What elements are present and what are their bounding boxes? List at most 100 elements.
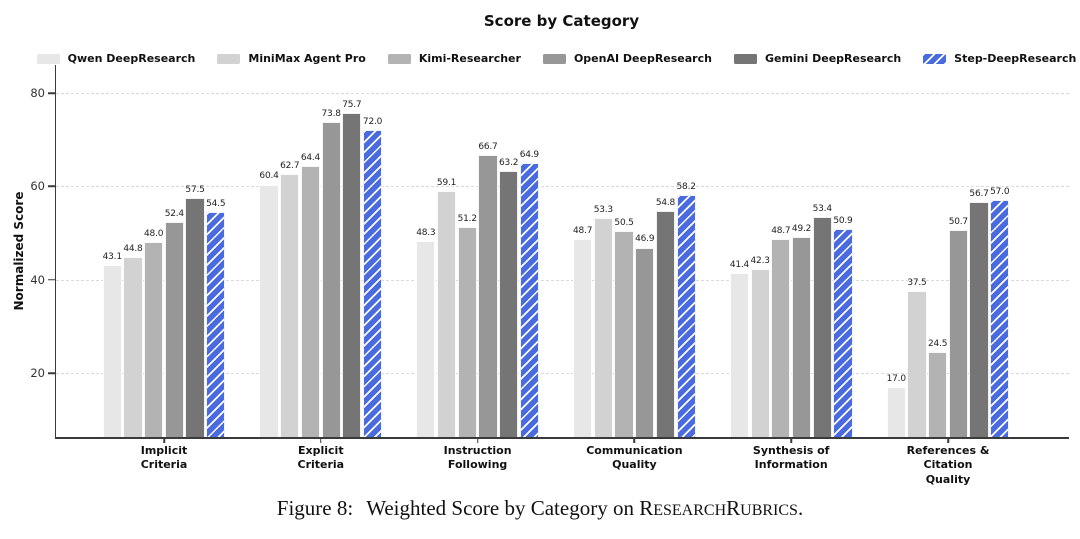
category-label-line: Explicit — [298, 444, 344, 457]
legend-item: OpenAI DeepResearch — [542, 52, 712, 65]
bar — [102, 265, 122, 437]
bar-value-label: 58.2 — [676, 181, 696, 192]
chart-title: Score by Category — [483, 12, 640, 30]
category-label: References & Citation Quality — [907, 444, 990, 487]
bar — [164, 221, 184, 437]
bar-value-label: 59.1 — [436, 177, 457, 188]
legend-item: Gemini DeepResearch — [733, 52, 901, 65]
bar-value-label: 44.8 — [123, 244, 143, 255]
bar-value-label: 43.1 — [102, 252, 122, 263]
bar-value-label: 75.7 — [342, 100, 362, 111]
caption-text: Weighted Score by Category on — [366, 496, 640, 520]
plot-area: 20 40 60 80 43.1 44.8 48.0 52.4 57.5 54.5 Implicit… — [30, 65, 1069, 486]
bar-value-label: 50.7 — [948, 216, 968, 227]
bar-value-label: 56.7 — [969, 188, 989, 199]
y-tick-label: 40 — [30, 272, 45, 287]
category-label: Communication Quality — [586, 444, 682, 473]
bar-value-label: 54.8 — [655, 197, 676, 208]
bar — [812, 217, 832, 437]
legend-item: Kimi-Researcher — [387, 52, 521, 65]
y-tick-mark — [48, 372, 55, 374]
bar — [833, 228, 853, 437]
x-tick-mark — [947, 439, 949, 443]
bar — [750, 268, 770, 437]
bar-value-label: 64.4 — [300, 152, 321, 163]
bar-value-label: 49.2 — [791, 223, 812, 234]
bar-value-label: 60.4 — [259, 171, 279, 182]
bar — [519, 163, 539, 437]
bar-value-label: 62.7 — [280, 160, 300, 171]
legend-item: Qwen DeepResearch — [36, 52, 196, 65]
category-label-line: Quality — [925, 472, 971, 486]
bar-value-label: 24.5 — [928, 339, 948, 350]
bar-value-label: 48.7 — [573, 226, 593, 237]
bar-value-label: 42.3 — [750, 255, 770, 266]
x-tick-mark — [320, 439, 322, 443]
bar — [676, 194, 696, 437]
y-tick-label: 60 — [30, 179, 45, 194]
category-label-line: Synthesis of — [752, 444, 830, 457]
legend-swatch — [36, 53, 60, 64]
bar-value-label: 17.0 — [886, 374, 906, 385]
bar — [655, 210, 676, 437]
bar-value-label: 66.7 — [478, 142, 498, 153]
gridline — [56, 279, 1069, 281]
gridline — [56, 186, 1069, 188]
legend-label: Qwen DeepResearch — [67, 52, 196, 65]
caption-smallcaps-initial: R — [726, 496, 741, 520]
category-label-line: Instruction — [443, 444, 512, 457]
legend-label: Step-DeepResearch — [954, 52, 1077, 65]
x-tick-mark — [163, 439, 165, 443]
y-tick-mark — [48, 185, 55, 188]
bar — [280, 173, 300, 437]
bar-value-label: 73.8 — [321, 108, 341, 119]
bar — [948, 229, 968, 437]
bar-value-label: 48.0 — [144, 229, 164, 240]
bar — [123, 257, 143, 437]
x-tick-mark — [476, 439, 479, 443]
bar — [990, 200, 1010, 437]
gridline — [56, 373, 1069, 375]
bar — [969, 201, 989, 437]
legend-label: MiniMax Agent Pro — [248, 52, 366, 65]
category-label-line: Information — [754, 458, 828, 472]
category-label-line: Criteria — [297, 458, 345, 472]
bar — [791, 236, 812, 437]
category-label-line: Following — [447, 458, 508, 472]
category-label-line: Implicit — [140, 444, 188, 457]
bar — [593, 217, 613, 437]
bar-value-label: 51.2 — [457, 214, 477, 225]
bar-value-label: 57.0 — [990, 187, 1010, 198]
figure-caption: Figure 8: Weighted Score by Category on R… — [0, 496, 1080, 521]
legend-swatch — [923, 53, 947, 64]
bar-value-label: 48.3 — [416, 227, 436, 238]
category-label: Explicit Criteria — [297, 444, 344, 473]
bar — [907, 291, 927, 437]
bar-value-label: 63.2 — [499, 158, 519, 169]
category-label-line: Citation — [923, 458, 973, 472]
legend: Qwen DeepResearch MiniMax Agent Pro Kimi-R… — [36, 52, 1076, 65]
category-label: Instruction Following — [444, 444, 512, 473]
bar-value-label: 37.5 — [907, 278, 927, 289]
legend-label: OpenAI DeepResearch — [573, 52, 712, 65]
bar-value-label: 54.5 — [206, 199, 226, 210]
caption-smallcaps-rest: ESEARCH — [653, 502, 727, 519]
bar — [300, 165, 321, 437]
bar — [457, 227, 477, 437]
bar — [259, 184, 279, 437]
bar-value-label: 53.3 — [593, 204, 613, 215]
bar — [321, 121, 341, 437]
bar-value-label: 48.7 — [771, 226, 791, 237]
bar-value-label: 50.5 — [614, 217, 634, 228]
bar-value-label: 50.9 — [833, 215, 853, 226]
bar — [635, 247, 655, 437]
caption-figure-label: Figure 8: — [276, 496, 354, 520]
bar — [729, 273, 750, 437]
bar-value-label: 46.9 — [635, 234, 655, 245]
bar — [416, 240, 436, 437]
bar — [342, 113, 362, 437]
gridline — [56, 93, 1069, 94]
bar — [886, 387, 906, 437]
bar-value-label: 64.9 — [519, 150, 539, 161]
